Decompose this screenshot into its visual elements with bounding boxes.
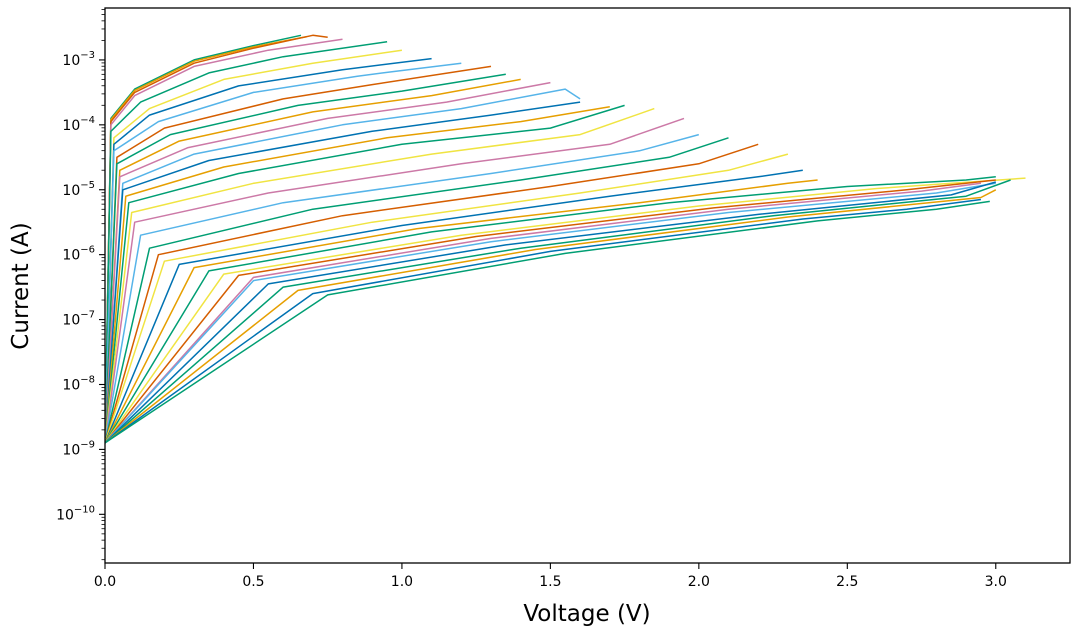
y-tick-base: 10 — [62, 248, 80, 264]
y-tick-exponent: −7 — [80, 310, 95, 321]
y-tick-label: 10−7 — [62, 310, 95, 329]
series-line-14 — [105, 101, 581, 443]
y-tick-exponent: −6 — [80, 245, 95, 256]
y-tick-label: 10−4 — [62, 115, 95, 134]
series-line-27 — [105, 179, 996, 444]
x-tick-label: 3.0 — [985, 574, 1007, 590]
series-line-28 — [105, 182, 981, 444]
y-tick-label: 10−3 — [62, 50, 95, 69]
y-tick-exponent: −3 — [80, 50, 95, 61]
series-line-33 — [105, 198, 981, 444]
y-tick-base: 10 — [62, 118, 80, 134]
y-tick-exponent: −8 — [80, 374, 95, 385]
series-line-18 — [105, 117, 685, 444]
y-tick-label: 10−6 — [62, 245, 95, 264]
series-line-30 — [105, 181, 997, 444]
y-tick-label: 10−5 — [62, 180, 95, 199]
series-line-12 — [105, 81, 551, 443]
y-tick-label: 10−8 — [62, 374, 95, 393]
series-line-5 — [105, 41, 388, 443]
y-tick-label: 10−9 — [62, 439, 95, 458]
x-tick-label: 2.5 — [836, 574, 858, 590]
series-line-19 — [105, 133, 699, 444]
tick-layer: 0.0 0.5 1.0 1.5 2.0 2.5 3.010−1010−910−810−710… — [56, 9, 1007, 590]
series-line-10 — [105, 73, 506, 443]
series-line-15 — [105, 105, 610, 443]
x-tick-label: 1.5 — [539, 574, 561, 590]
series-line-26 — [105, 177, 1026, 444]
series-line-31 — [105, 179, 1011, 444]
y-tick-exponent: −4 — [80, 115, 95, 126]
series-line-8 — [105, 62, 462, 443]
series-line-23 — [105, 169, 803, 444]
series-line-25 — [105, 176, 996, 444]
series-line-29 — [105, 182, 996, 444]
plot-frame — [104, 7, 1071, 564]
series-line-17 — [105, 107, 655, 443]
y-tick-exponent: −5 — [80, 180, 95, 191]
series-line-3 — [105, 34, 328, 443]
series-line-34 — [105, 200, 990, 444]
x-tick-label: 0.0 — [94, 574, 116, 590]
y-tick-base: 10 — [62, 313, 80, 329]
x-tick-label: 1.0 — [391, 574, 413, 590]
series-line-20 — [105, 137, 729, 444]
y-tick-base: 10 — [62, 442, 80, 458]
series-line-24 — [105, 179, 818, 444]
y-tick-label: 10−10 — [56, 504, 95, 523]
series-layer — [105, 34, 1026, 444]
y-tick-base: 10 — [62, 53, 80, 69]
series-line-21 — [105, 143, 759, 444]
series-line-22 — [105, 153, 789, 444]
y-tick-exponent: −9 — [80, 439, 95, 450]
x-axis-title: Voltage (V) — [523, 601, 650, 627]
series-line-13 — [105, 88, 581, 443]
series-line-32 — [105, 189, 997, 444]
series-line-16 — [105, 104, 625, 443]
y-axis-title: Current (A) — [8, 222, 34, 349]
x-tick-label: 2.0 — [688, 574, 710, 590]
y-tick-base: 10 — [62, 377, 80, 393]
y-tick-base: 10 — [62, 183, 80, 199]
y-tick-base: 10 — [56, 507, 74, 523]
x-tick-label: 0.5 — [242, 574, 264, 590]
y-tick-exponent: −10 — [74, 504, 95, 515]
